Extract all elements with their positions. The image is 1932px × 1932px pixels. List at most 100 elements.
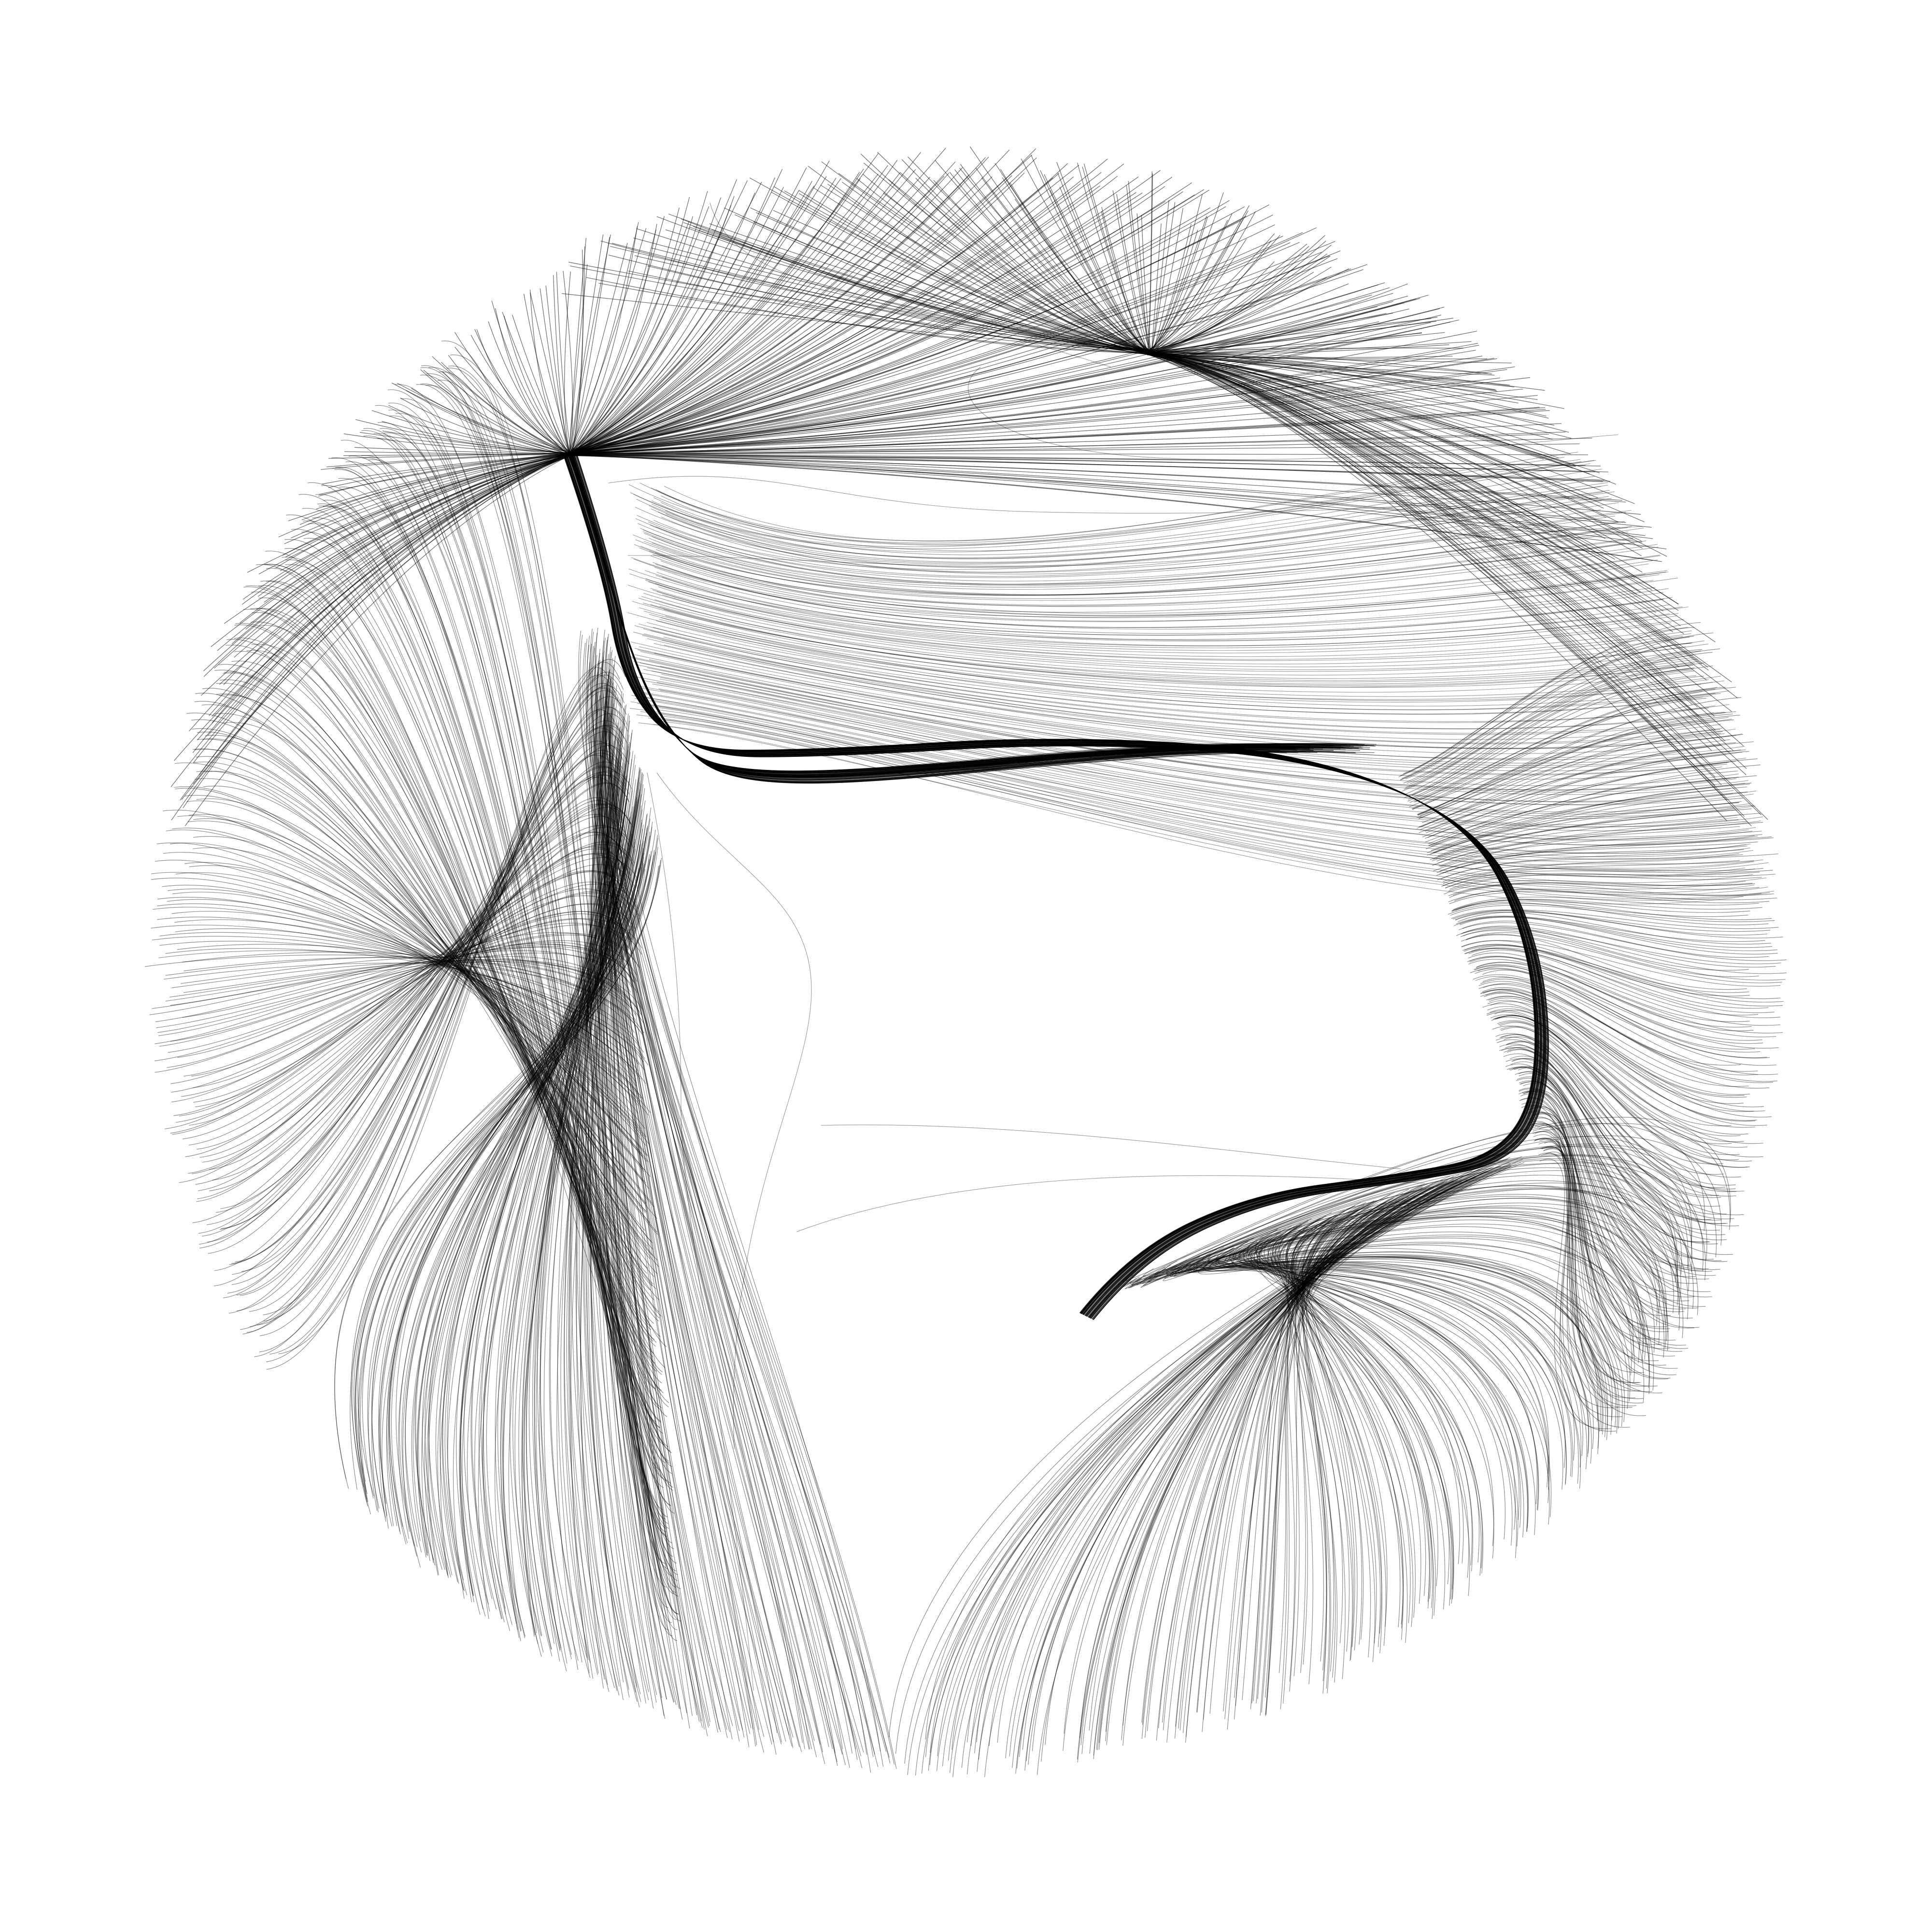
flow-line [379, 855, 654, 1504]
flow-line [439, 371, 678, 1630]
flow-line [159, 932, 639, 1065]
flow-line [1445, 860, 1740, 888]
flow-line [155, 932, 629, 1044]
flow-line [1214, 1252, 1594, 1449]
flow-line [981, 177, 1149, 354]
flow-line [189, 865, 645, 1129]
flow-line [1232, 1251, 1589, 1457]
flow-line [1059, 186, 1151, 354]
flow-line-group [144, 146, 1787, 1777]
flow-line [1410, 651, 1702, 784]
flow-line [1439, 834, 1762, 875]
flow-line [1188, 1234, 1650, 1389]
flow-line [650, 588, 1692, 660]
flow-line [651, 490, 1610, 565]
flow-line [1142, 1185, 1422, 1725]
flow-line [185, 844, 634, 1157]
flow-line [269, 675, 622, 1355]
flow-line [653, 510, 1632, 577]
flow-line [534, 766, 622, 1644]
flow-line [1175, 1193, 1428, 1727]
flow-line [1251, 1200, 1376, 1704]
flow-line [199, 775, 629, 1249]
flow-line [595, 668, 794, 1748]
flow-line [1533, 1129, 1639, 1383]
flow-line [1077, 1187, 1444, 1760]
flow-line [1009, 182, 1150, 354]
flow-line [1471, 945, 1769, 1009]
flow-line [1151, 354, 1497, 392]
flow-line [1489, 997, 1756, 1122]
flow-line [1278, 1226, 1451, 1606]
flow-line [1405, 652, 1713, 788]
flow-line [1260, 1201, 1397, 1716]
flow-line [225, 645, 652, 1330]
flow-line [1209, 1255, 1599, 1449]
flow-line [655, 549, 1668, 614]
flow-line [1277, 1218, 1404, 1640]
flow-line [1287, 1218, 1404, 1625]
flow-line [1405, 642, 1691, 780]
flow-line [587, 731, 638, 1688]
flow-line [1292, 1217, 1376, 1662]
flow-line [428, 814, 647, 1576]
flow-line [1063, 1178, 1454, 1751]
flow-line [1218, 1248, 1572, 1477]
flow-line [1417, 735, 1736, 829]
flow-line [214, 669, 659, 1312]
flow-line [503, 781, 629, 1641]
flow-line [1400, 632, 1714, 781]
flow-line [223, 725, 627, 1298]
flow-line [1267, 1225, 1434, 1608]
flow-line [948, 1164, 1511, 1761]
flow-line [888, 1156, 1522, 1737]
flow-line [1443, 868, 1764, 884]
flow-line [1286, 1216, 1382, 1634]
flow-line [1297, 1206, 1355, 1689]
flow-line [904, 1162, 1524, 1764]
flow-line [155, 924, 642, 1073]
flow-line [1279, 1228, 1438, 1587]
flow-line [246, 683, 620, 1333]
flow-line [637, 703, 1740, 863]
flow-line [1533, 1134, 1658, 1387]
flow-line [1244, 1240, 1528, 1532]
flow-line [182, 952, 643, 1035]
flow-line [1024, 1180, 1462, 1771]
flow-line [976, 1168, 1491, 1743]
flow-line [1520, 1093, 1693, 1319]
flow-line [601, 723, 662, 1698]
flow-line [1151, 350, 1641, 593]
flow-line [598, 727, 646, 1704]
flow-line [202, 688, 653, 1286]
flow-line [1404, 668, 1694, 798]
flow-line [1233, 1237, 1520, 1520]
flow-line [639, 662, 1731, 790]
flow-line [647, 772, 754, 1691]
flow-line [643, 527, 1644, 588]
flow-line [1542, 1146, 1622, 1417]
flow-line [580, 746, 629, 1689]
flow-line [192, 903, 636, 1088]
flow-line [199, 767, 626, 1245]
flow-line [656, 620, 1704, 715]
flow-line [386, 846, 635, 1526]
flow-line [360, 864, 645, 1492]
flow-line [1488, 996, 1765, 1112]
flow-line [1530, 1107, 1676, 1341]
flow-line [197, 731, 653, 1250]
flow-line [925, 1162, 1510, 1740]
flow-line [1520, 1081, 1716, 1276]
flow-line [603, 709, 693, 1716]
flow-line [549, 755, 636, 1658]
flow-line [214, 753, 622, 1271]
flow-line [1463, 925, 1776, 968]
flow-line [1297, 1220, 1371, 1658]
flow-line [1418, 697, 1742, 815]
flow-line [1140, 1188, 1699, 1315]
flow-line [571, 282, 1385, 454]
flow-line [630, 675, 1742, 812]
flow-line [1196, 1255, 1606, 1437]
flow-line [193, 890, 639, 1103]
flow-line [371, 850, 654, 1518]
